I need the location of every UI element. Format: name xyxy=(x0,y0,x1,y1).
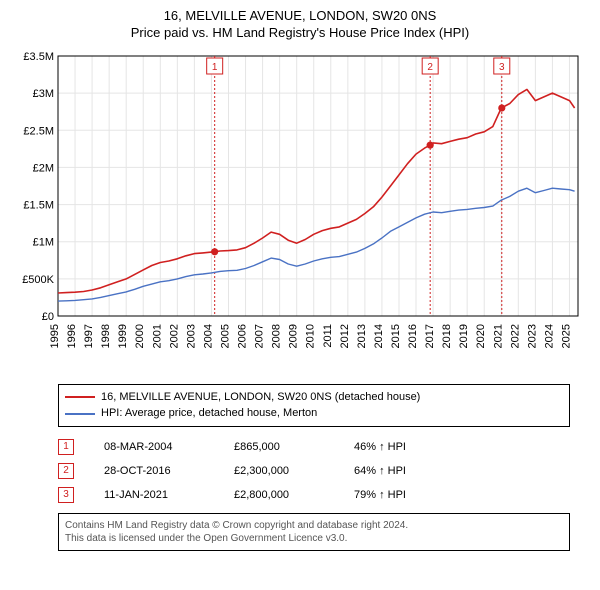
svg-text:2: 2 xyxy=(427,62,433,73)
svg-text:2019: 2019 xyxy=(458,324,470,348)
svg-text:2003: 2003 xyxy=(185,324,197,348)
transaction-relative: 46% ↑ HPI xyxy=(354,441,406,453)
legend-item: 16, MELVILLE AVENUE, LONDON, SW20 0NS (d… xyxy=(65,389,563,406)
transaction-table: 1 08-MAR-2004 £865,000 46% ↑ HPI 2 28-OCT-201… xyxy=(58,435,570,507)
svg-text:2004: 2004 xyxy=(202,324,214,348)
svg-text:2010: 2010 xyxy=(305,324,317,348)
svg-text:2014: 2014 xyxy=(373,324,385,348)
svg-text:£2M: £2M xyxy=(33,162,54,174)
transaction-price: £2,800,000 xyxy=(234,489,324,501)
svg-text:2025: 2025 xyxy=(560,324,572,348)
svg-text:2013: 2013 xyxy=(356,324,368,348)
svg-text:2015: 2015 xyxy=(390,324,402,348)
svg-text:2007: 2007 xyxy=(254,324,266,348)
svg-text:£1M: £1M xyxy=(33,236,54,248)
transaction-price: £865,000 xyxy=(234,441,324,453)
transaction-marker-box: 3 xyxy=(58,487,74,503)
transaction-price: £2,300,000 xyxy=(234,465,324,477)
legend-label: HPI: Average price, detached house, Mert… xyxy=(101,405,317,422)
footer-line-2: This data is licensed under the Open Gov… xyxy=(65,532,563,545)
legend-swatch xyxy=(65,396,95,398)
chart-area: £0 £500K £1M £1.5M £2M £2.5M £3M £3.5M 1995 1996 1… xyxy=(10,48,590,378)
chart-container: 16, MELVILLE AVENUE, LONDON, SW20 0NS Pr… xyxy=(0,0,600,561)
svg-text:1998: 1998 xyxy=(100,324,112,348)
transaction-marker-box: 2 xyxy=(58,463,74,479)
svg-text:2002: 2002 xyxy=(168,324,180,348)
svg-text:2023: 2023 xyxy=(526,324,538,348)
svg-text:1996: 1996 xyxy=(66,324,78,348)
svg-text:2022: 2022 xyxy=(509,324,521,348)
legend-label: 16, MELVILLE AVENUE, LONDON, SW20 0NS (d… xyxy=(101,389,420,406)
svg-text:£3.5M: £3.5M xyxy=(23,51,54,63)
svg-text:2008: 2008 xyxy=(271,324,283,348)
svg-text:£500K: £500K xyxy=(22,274,54,286)
footer-line-1: Contains HM Land Registry data © Crown c… xyxy=(65,519,563,532)
svg-text:£0: £0 xyxy=(42,311,54,323)
transaction-date: 08-MAR-2004 xyxy=(104,441,204,453)
svg-text:2016: 2016 xyxy=(407,324,419,348)
legend: 16, MELVILLE AVENUE, LONDON, SW20 0NS (d… xyxy=(58,384,570,427)
svg-text:£2.5M: £2.5M xyxy=(23,125,54,137)
chart-title: 16, MELVILLE AVENUE, LONDON, SW20 0NS Pr… xyxy=(10,8,590,42)
title-line-2: Price paid vs. HM Land Registry's House … xyxy=(10,25,590,42)
svg-text:2000: 2000 xyxy=(134,324,146,348)
svg-text:£1.5M: £1.5M xyxy=(23,199,54,211)
transaction-relative: 64% ↑ HPI xyxy=(354,465,406,477)
line-chart: £0 £500K £1M £1.5M £2M £2.5M £3M £3.5M 1995 1996 1… xyxy=(10,48,590,378)
svg-text:2006: 2006 xyxy=(237,324,249,348)
svg-text:1997: 1997 xyxy=(83,324,95,348)
svg-text:1999: 1999 xyxy=(117,324,129,348)
transaction-row: 1 08-MAR-2004 £865,000 46% ↑ HPI xyxy=(58,435,570,459)
legend-swatch xyxy=(65,413,95,415)
svg-text:2012: 2012 xyxy=(339,324,351,348)
svg-text:£3M: £3M xyxy=(33,88,54,100)
transaction-row: 3 11-JAN-2021 £2,800,000 79% ↑ HPI xyxy=(58,483,570,507)
svg-text:2009: 2009 xyxy=(288,324,300,348)
title-line-1: 16, MELVILLE AVENUE, LONDON, SW20 0NS xyxy=(10,8,590,25)
svg-text:3: 3 xyxy=(499,62,505,73)
svg-text:2001: 2001 xyxy=(151,324,163,348)
transaction-row: 2 28-OCT-2016 £2,300,000 64% ↑ HPI xyxy=(58,459,570,483)
svg-text:2020: 2020 xyxy=(475,324,487,348)
legend-item: HPI: Average price, detached house, Mert… xyxy=(65,405,563,422)
svg-text:2018: 2018 xyxy=(441,324,453,348)
svg-text:1995: 1995 xyxy=(49,324,61,348)
svg-text:1: 1 xyxy=(212,62,218,73)
svg-text:2005: 2005 xyxy=(219,324,231,348)
transaction-date: 11-JAN-2021 xyxy=(104,489,204,501)
transaction-marker-box: 1 xyxy=(58,439,74,455)
svg-text:2021: 2021 xyxy=(492,324,504,348)
svg-text:2011: 2011 xyxy=(322,324,334,348)
attribution-footer: Contains HM Land Registry data © Crown c… xyxy=(58,513,570,551)
transaction-date: 28-OCT-2016 xyxy=(104,465,204,477)
transaction-relative: 79% ↑ HPI xyxy=(354,489,406,501)
svg-text:2024: 2024 xyxy=(543,324,555,348)
svg-text:2017: 2017 xyxy=(424,324,436,348)
